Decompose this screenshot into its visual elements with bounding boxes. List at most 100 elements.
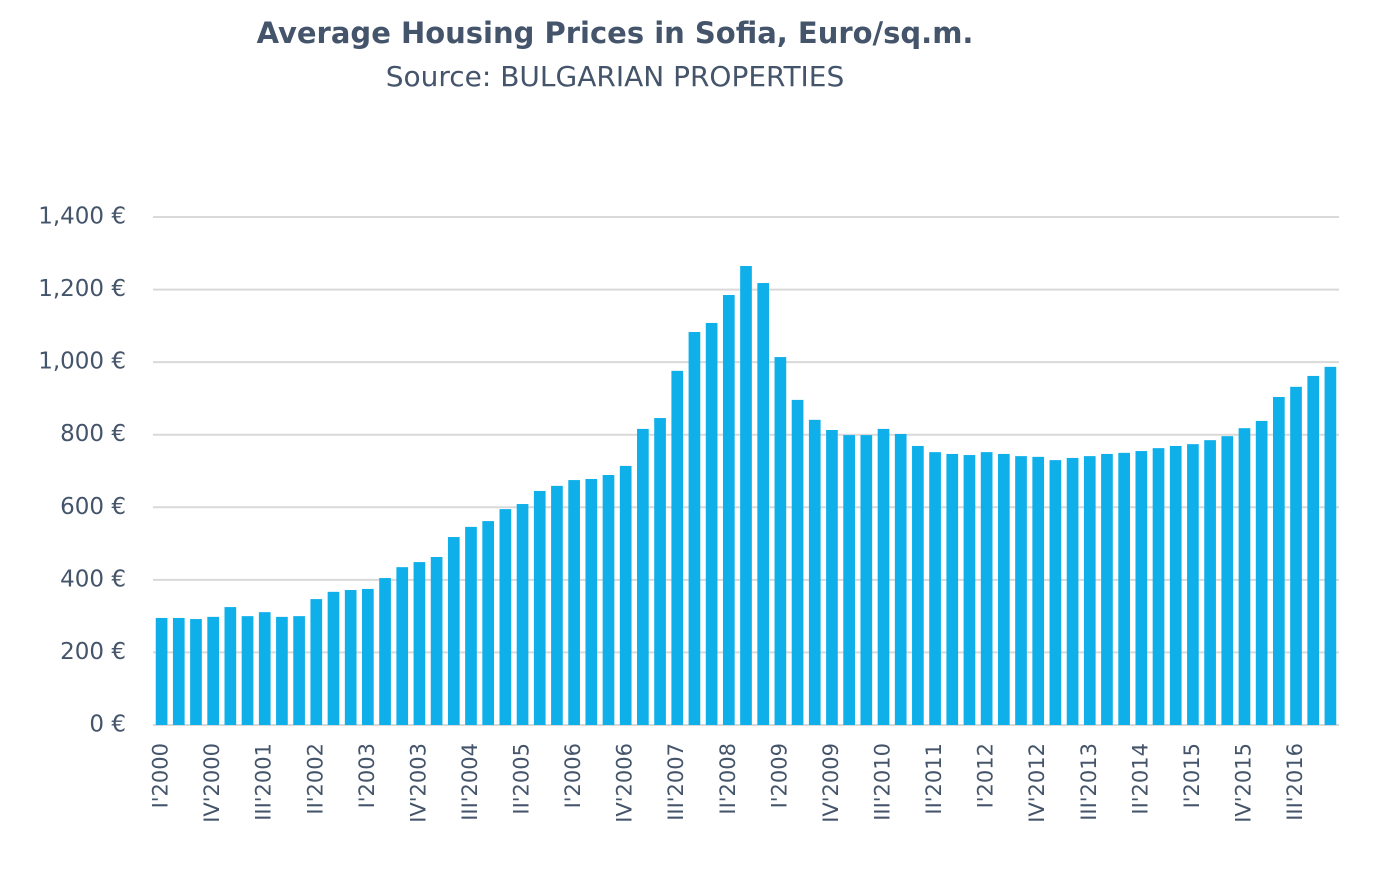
x-tick-label: I'2009 xyxy=(767,743,791,808)
y-tick-label: 1,200 € xyxy=(38,276,126,302)
x-tick-label: II'2005 xyxy=(510,743,534,815)
x-tick-label: III'2004 xyxy=(458,743,482,821)
bar xyxy=(997,453,1010,725)
x-tick-label: III'2001 xyxy=(252,743,276,821)
y-tick-label: 200 € xyxy=(60,639,126,665)
bar xyxy=(808,419,821,725)
bar xyxy=(791,399,804,725)
bar xyxy=(499,509,512,725)
x-tick-label: II'2014 xyxy=(1128,743,1152,815)
bar xyxy=(465,526,477,725)
chart-subtitle: Source: BULGARIAN PROPERTIES xyxy=(386,60,845,93)
x-tick-label: I'2012 xyxy=(974,743,998,808)
bar xyxy=(482,521,495,725)
bar xyxy=(774,357,787,725)
bar xyxy=(585,478,598,725)
bar xyxy=(224,607,237,725)
bar xyxy=(413,562,426,725)
x-tick-label: II'2008 xyxy=(716,743,740,815)
bar xyxy=(912,445,924,725)
bar xyxy=(551,485,563,725)
bar xyxy=(379,578,391,725)
bar xyxy=(757,283,770,725)
bar xyxy=(654,418,666,725)
bar xyxy=(447,537,460,725)
chart-title: Average Housing Prices in Sofia, Euro/sq… xyxy=(257,16,974,50)
bar xyxy=(1307,375,1320,725)
x-tick-label: I'2003 xyxy=(355,743,379,808)
bar xyxy=(619,465,632,725)
y-tick-label: 600 € xyxy=(60,494,126,520)
y-tick-label: 400 € xyxy=(60,566,126,592)
bar xyxy=(516,504,529,725)
bar xyxy=(1049,460,1062,725)
bar xyxy=(1083,456,1096,725)
x-tick-label: III'2013 xyxy=(1077,743,1101,821)
bar xyxy=(637,428,649,725)
bar xyxy=(980,452,993,725)
bar xyxy=(327,591,340,725)
bar xyxy=(241,616,254,725)
x-tick-label: III'2007 xyxy=(664,743,688,821)
bar xyxy=(929,452,941,725)
bar xyxy=(894,433,907,725)
x-tick-label: I'2000 xyxy=(149,743,173,808)
bar xyxy=(362,588,374,725)
bar xyxy=(1324,366,1337,725)
bar xyxy=(258,612,271,725)
x-tick-label: IV'2012 xyxy=(1025,743,1049,823)
bar xyxy=(533,490,546,725)
bar xyxy=(1272,396,1285,725)
bar xyxy=(1032,456,1045,725)
bar xyxy=(671,370,684,725)
x-tick-label: IV'2009 xyxy=(819,743,843,823)
bar xyxy=(843,435,855,725)
bar xyxy=(1015,456,1027,725)
bar xyxy=(1135,451,1148,725)
y-tick-label: 0 € xyxy=(89,712,126,738)
bar xyxy=(1152,448,1165,725)
bar xyxy=(1169,445,1182,725)
bar xyxy=(293,616,305,725)
x-tick-label: IV'2003 xyxy=(406,743,430,823)
bar xyxy=(946,453,959,725)
bar xyxy=(1118,452,1130,725)
x-tick-label: I'2015 xyxy=(1180,743,1204,808)
bar xyxy=(310,599,323,725)
bar xyxy=(740,265,752,725)
bar xyxy=(1290,386,1302,725)
y-tick-label: 1,000 € xyxy=(38,349,126,375)
bar xyxy=(860,435,873,725)
bar xyxy=(155,617,168,725)
x-tick-label: IV'2015 xyxy=(1231,743,1255,823)
bar xyxy=(688,332,701,725)
bar xyxy=(172,617,185,725)
bar xyxy=(877,428,890,725)
bar xyxy=(190,619,202,725)
bar xyxy=(207,616,220,725)
x-tick-label: II'2011 xyxy=(922,743,946,815)
bar xyxy=(430,556,443,725)
bar xyxy=(568,480,580,725)
x-tick-label: II'2002 xyxy=(303,743,327,815)
y-tick-label: 800 € xyxy=(60,421,126,447)
x-tick-label: IV'2000 xyxy=(200,743,224,823)
x-tick-label: IV'2006 xyxy=(613,743,637,823)
bar xyxy=(276,616,288,725)
bar xyxy=(1101,453,1113,725)
bar xyxy=(1221,436,1234,725)
bar xyxy=(722,295,735,725)
x-tick-label: III'2016 xyxy=(1283,743,1307,821)
bar xyxy=(1187,444,1199,725)
bar xyxy=(344,590,357,725)
bar xyxy=(826,429,838,725)
bar xyxy=(602,474,615,725)
x-tick-label: III'2010 xyxy=(871,743,895,821)
bar xyxy=(1255,420,1268,725)
bar xyxy=(396,567,409,725)
y-tick-label: 1,400 € xyxy=(38,204,126,230)
bar xyxy=(1238,428,1251,725)
bar xyxy=(1204,440,1216,725)
x-tick-label: I'2006 xyxy=(561,743,585,808)
